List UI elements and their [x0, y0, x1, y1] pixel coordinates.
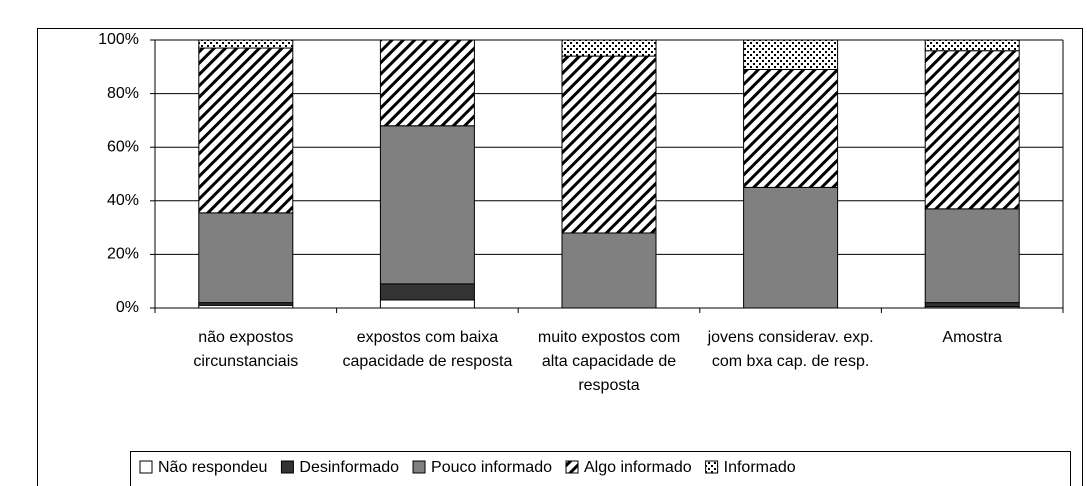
- bar-segment: [561, 39, 657, 57]
- chart-frame: [37, 28, 1083, 486]
- bar-segment: [924, 50, 1020, 210]
- bar-segment: [743, 39, 839, 70]
- bar-segment: [379, 283, 475, 301]
- legend-swatch: [139, 460, 153, 474]
- bar-segment: [924, 302, 1020, 308]
- legend-swatch: [705, 460, 719, 474]
- x-tick-label: muito expostos com alta capacidade de re…: [537, 329, 681, 394]
- legend-label: Pouco informado: [431, 459, 552, 476]
- legend-swatch: [412, 460, 426, 474]
- legend-label: Não respondeu: [158, 459, 267, 476]
- bar-segment: [743, 68, 839, 188]
- bar-segment: [379, 39, 475, 127]
- x-tick-label: jovens considerav. exp. com bxa cap. de …: [707, 329, 874, 370]
- legend-swatch: [280, 460, 294, 474]
- y-tick-label: 0%: [116, 299, 139, 316]
- bar-segment: [379, 299, 475, 309]
- y-tick-label: 20%: [107, 246, 139, 263]
- legend-label: Algo informado: [584, 459, 692, 476]
- bar-segment: [924, 208, 1020, 304]
- y-tick-label: 40%: [107, 192, 139, 209]
- x-tick-label: não expostos circunstanciais: [193, 329, 299, 370]
- legend-label: Desinformado: [299, 459, 399, 476]
- bar-segment: [561, 55, 657, 234]
- bar-segment: [924, 39, 1020, 52]
- y-tick-label: 60%: [107, 138, 139, 155]
- legend-swatch: [565, 460, 579, 474]
- bar-segment: [198, 47, 294, 214]
- x-tick-label: Amostra: [942, 329, 1002, 346]
- bar-segment: [743, 186, 839, 309]
- bar-segment: [198, 39, 294, 49]
- x-tick-label: expostos com baixa capacidade de respost…: [342, 329, 513, 370]
- y-tick-label: 80%: [107, 85, 139, 102]
- legend-label: Informado: [724, 459, 796, 476]
- bar-segment: [198, 212, 294, 304]
- y-tick-label: 100%: [98, 31, 139, 48]
- bar-segment: [379, 125, 475, 285]
- bar-segment: [561, 232, 657, 309]
